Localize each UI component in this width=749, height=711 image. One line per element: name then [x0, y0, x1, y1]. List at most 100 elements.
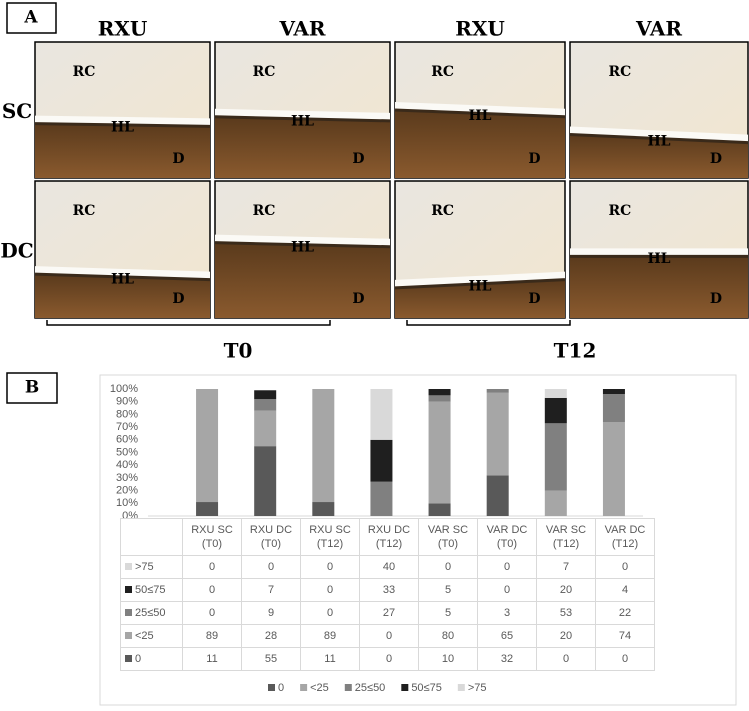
bar-segment [544, 389, 567, 398]
table-value: 22 [595, 601, 655, 625]
label-box [6, 2, 57, 34]
table-header: VAR SC (T12) [536, 518, 596, 556]
bar-segment [254, 390, 277, 400]
category-label: RXU SC (T0) [191, 524, 233, 550]
table-value: 0 [182, 601, 242, 625]
image-label: RC [431, 203, 454, 219]
interface-line [214, 241, 391, 249]
table-value: 55 [241, 647, 301, 671]
table-row: 50≤75 0 7 0 33 5 0 20 4 [120, 578, 655, 602]
series-swatch [125, 586, 132, 593]
series-name: 50≤75 [135, 584, 166, 596]
table-value: 0 [182, 578, 242, 602]
table-value: 0 [182, 555, 242, 579]
y-tick-label: 10% [116, 497, 138, 509]
table-value: 65 [477, 624, 537, 648]
image-label: D [172, 291, 184, 307]
table-value: 74 [595, 624, 655, 648]
table-value: 20 [536, 578, 596, 602]
table-corner [120, 518, 183, 556]
table-value: 0 [359, 624, 419, 648]
image-label: D [352, 291, 364, 307]
table-header: RXU SC (T0) [182, 518, 242, 556]
legend-label: 50≤75 [411, 682, 442, 694]
image-label: HL [291, 114, 314, 130]
table-value: 11 [182, 647, 242, 671]
hybrid-layer [570, 126, 748, 143]
table-value: 20 [536, 624, 596, 648]
bar-segment [196, 502, 219, 516]
bar-segment [196, 389, 219, 503]
image-label: HL [468, 278, 491, 294]
legend-label: 25≤50 [355, 682, 386, 694]
table-value: 0 [300, 578, 360, 602]
dentin [395, 110, 565, 178]
table-value: 0 [536, 647, 596, 671]
table-value: 80 [418, 624, 478, 648]
category-label: RXU SC (T12) [309, 524, 351, 550]
table-value: 7 [241, 578, 301, 602]
y-tick-label: 100% [110, 383, 138, 395]
legend-swatch [457, 684, 465, 691]
table-header: VAR DC (T12) [595, 518, 655, 556]
table-header: RXU DC (T12) [359, 518, 419, 556]
category-label: VAR DC (T12) [604, 524, 646, 550]
y-tick-label: 20% [116, 485, 138, 497]
image-label: D [172, 151, 184, 167]
table-value: 28 [241, 624, 301, 648]
series-name: 25≤50 [135, 607, 166, 619]
row-label: SC [2, 99, 32, 123]
dentin [570, 134, 748, 178]
bar-segment [428, 395, 451, 402]
bar-segment [428, 389, 451, 396]
interface-line [569, 132, 749, 145]
table-value: 53 [536, 601, 596, 625]
legend-label: <25 [310, 682, 329, 694]
table-value: 0 [595, 647, 655, 671]
table-value: 4 [595, 578, 655, 602]
image-label: RC [73, 64, 96, 80]
category-label: VAR SC (T0) [427, 524, 469, 550]
y-tick-label: 40% [116, 459, 138, 471]
bar-segment [486, 389, 509, 393]
bar-segment [428, 401, 451, 504]
table-value: 0 [300, 555, 360, 579]
category-label: VAR DC (T0) [486, 524, 528, 550]
bar-segment [370, 481, 393, 516]
label-box [6, 372, 58, 404]
dentin [395, 279, 565, 318]
bar-segment [254, 410, 277, 447]
bar-segment [428, 503, 451, 516]
category-label: RXU DC (T0) [249, 524, 293, 550]
table-value: 11 [300, 647, 360, 671]
interface-line [34, 122, 211, 128]
table-value: 0 [595, 555, 655, 579]
dentin [215, 116, 390, 178]
image-label: D [528, 291, 540, 307]
series-swatch [125, 563, 132, 570]
bar-segment [370, 439, 393, 482]
table-row: 25≤50 0 9 0 27 5 3 53 22 [120, 601, 655, 625]
series-swatch [125, 632, 132, 639]
series-cell: 50≤75 [120, 578, 183, 602]
y-tick-label: 90% [116, 396, 138, 408]
table-value: 5 [418, 601, 478, 625]
table-value: 0 [477, 555, 537, 579]
table-value: 89 [182, 624, 242, 648]
series-cell: >75 [120, 555, 183, 579]
y-tick-label: 50% [116, 446, 138, 458]
hybrid-layer [35, 266, 210, 280]
category-label: RXU DC (T12) [367, 524, 411, 550]
image-label: HL [111, 120, 134, 136]
table-row: <25 89 28 89 0 80 65 20 74 [120, 624, 655, 648]
timepoint-label: T12 [554, 339, 597, 363]
legend-swatch [268, 684, 275, 691]
legend-label: 0 [278, 682, 284, 694]
column-header: VAR [635, 17, 682, 41]
table-value: 0 [418, 555, 478, 579]
bar-segment [486, 475, 509, 516]
table-value: 5 [418, 578, 478, 602]
timepoint-label: T0 [224, 339, 253, 363]
bar-segment [254, 399, 277, 411]
table-value: 9 [241, 601, 301, 625]
